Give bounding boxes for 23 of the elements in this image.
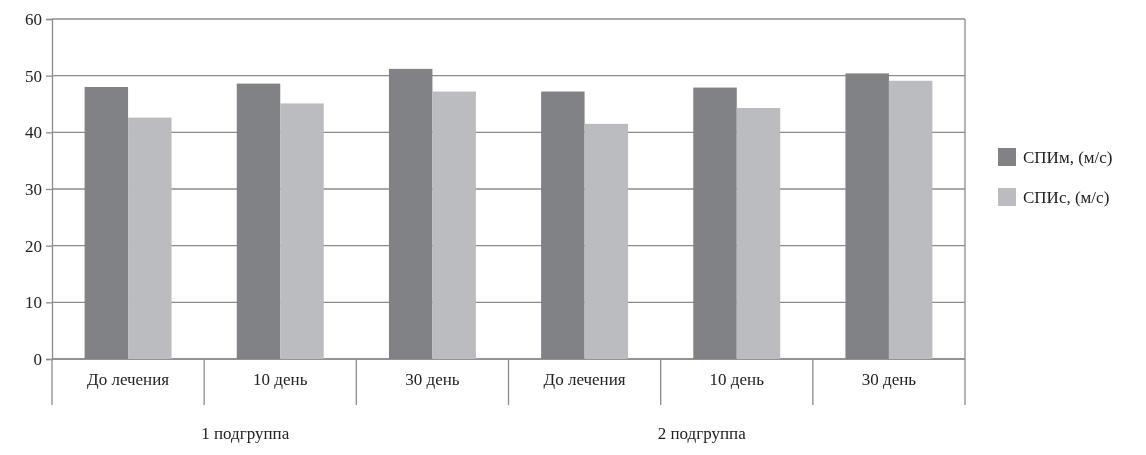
legend-label: СПИм, (м/с) <box>1023 148 1113 167</box>
x-tick-label: 10 день <box>709 370 765 389</box>
text: 2 подгруппа <box>657 424 747 443</box>
y-tick-label: 30 <box>25 179 42 199</box>
y-tick-label: 0 <box>33 349 42 369</box>
x-tick-label: 30 день <box>405 370 460 389</box>
y-tick-label: 20 <box>25 236 42 256</box>
x-tick-label: 30 день <box>861 370 917 389</box>
bar <box>280 103 324 359</box>
bar <box>584 123 629 359</box>
x-tick-label: До лечения <box>543 370 626 389</box>
legend-label: СПИс, (м/с) <box>1023 188 1110 207</box>
bar <box>888 80 933 359</box>
text: 1 подгруппа <box>201 424 290 443</box>
bar <box>432 91 476 359</box>
x-tick-label: До лечения <box>87 370 170 389</box>
x-tick-label: 10 день <box>253 370 308 389</box>
y-tick-label: 10 <box>25 293 42 313</box>
bar <box>736 107 781 359</box>
y-tick-label: 50 <box>25 66 42 86</box>
bar <box>128 117 172 359</box>
y-tick-label: 40 <box>25 123 42 143</box>
y-tick-label: 60 <box>25 9 42 29</box>
